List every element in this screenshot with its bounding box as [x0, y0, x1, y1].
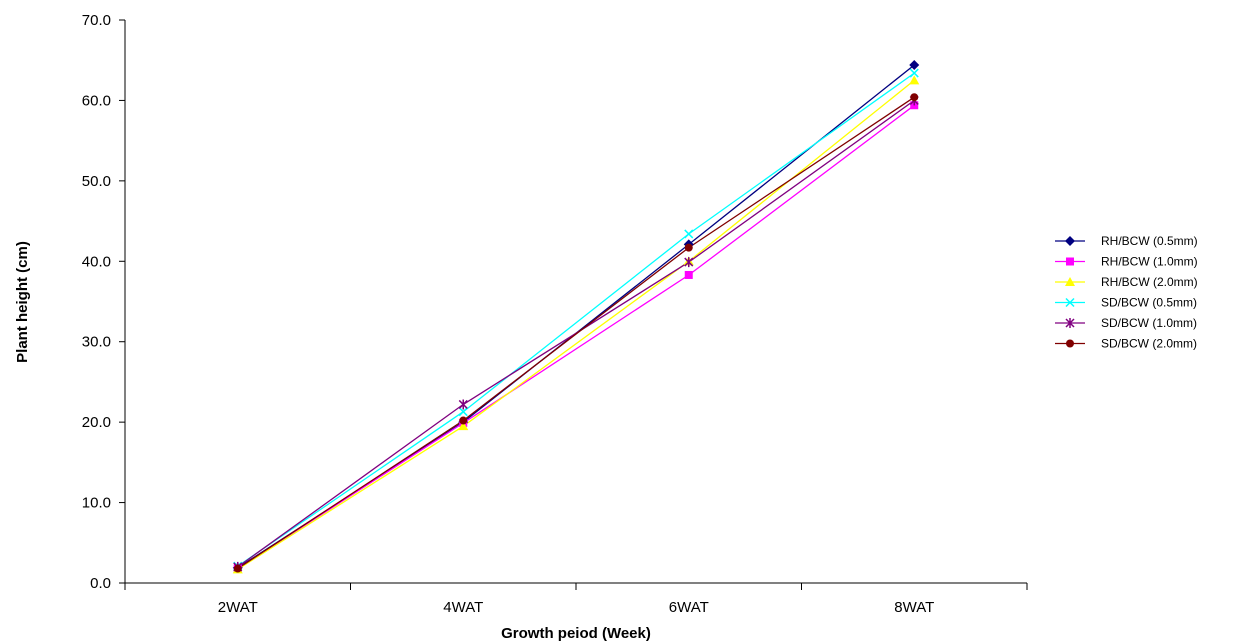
data-point [909, 68, 919, 78]
y-axis-title: Plant height (cm) [14, 241, 31, 363]
legend-marker [1065, 277, 1075, 286]
data-point [458, 399, 468, 410]
x-tick-label: 6WAT [669, 599, 709, 616]
series-lines [237, 64, 915, 570]
data-point [684, 270, 693, 279]
series-markers [232, 60, 920, 574]
data-point [909, 75, 920, 85]
y-tick-label: 50.0 [82, 173, 111, 190]
y-tick-label: 60.0 [82, 92, 111, 109]
data-point [909, 60, 920, 71]
legend-label: RH/BCW (2.0mm) [1101, 275, 1198, 289]
data-point [458, 421, 469, 431]
x-tick-label: 4WAT [443, 599, 483, 616]
y-tick-label: 0.0 [90, 575, 111, 592]
legend-marker [1065, 236, 1075, 246]
legend-label: SD/BCW (0.5mm) [1101, 296, 1197, 310]
legend-marker [1066, 339, 1074, 348]
series-line [237, 104, 915, 570]
legend-label: RH/BCW (0.5mm) [1101, 234, 1198, 248]
axes: 0.0 10.0 20.0 30.0 40.0 50.0 60.0 70.0 2WAT 4WAT 6… [82, 12, 1028, 616]
y-tick-label: 30.0 [82, 334, 111, 351]
y-tick-label: 40.0 [82, 253, 111, 270]
data-point [459, 416, 468, 425]
data-point [233, 564, 242, 573]
data-point [910, 93, 919, 102]
legend-label: RH/BCW (1.0mm) [1101, 255, 1198, 269]
legend-marker [1065, 297, 1075, 308]
data-point [684, 243, 693, 252]
x-tick-label: 8WAT [894, 599, 934, 616]
y-tick-label: 70.0 [82, 12, 111, 29]
y-tick-label: 10.0 [82, 495, 111, 512]
series-line [237, 79, 915, 570]
data-point [458, 407, 468, 417]
legend-label: SD/BCW (2.0mm) [1101, 337, 1197, 351]
series-line [237, 64, 915, 569]
series-line [237, 72, 915, 567]
series-line [237, 96, 915, 570]
legend-label: SD/BCW (1.0mm) [1101, 316, 1197, 330]
x-axis-title: Growth peiod (Week) [501, 625, 651, 642]
data-point [684, 229, 694, 239]
legend-marker [1065, 318, 1075, 328]
data-point [684, 257, 694, 268]
legend: RH/BCW (0.5mm) RH/BCW (1.0mm) RH/BCW (2.0m… [1055, 234, 1198, 351]
x-tick-label: 2WAT [218, 599, 258, 616]
y-tick-label: 20.0 [82, 414, 111, 431]
legend-marker [1066, 257, 1074, 266]
